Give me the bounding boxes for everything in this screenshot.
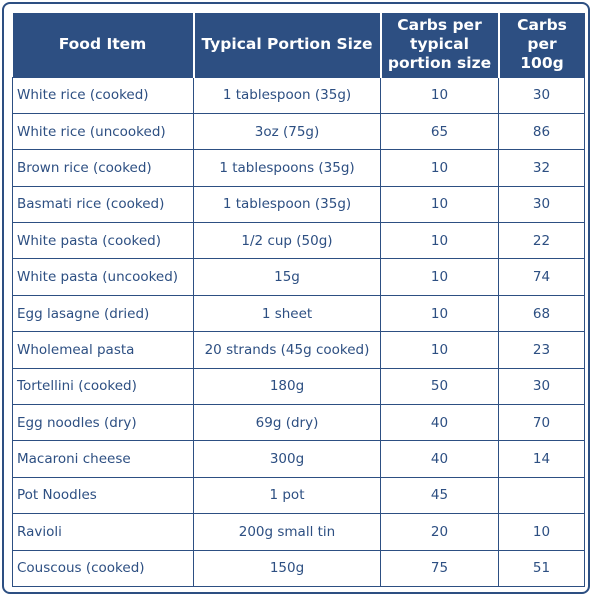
cell-carbs-per-portion: 40: [380, 440, 499, 478]
table-row: Couscous (cooked) 150g 75 51: [12, 549, 585, 587]
cell-carbs-per-portion: 10: [380, 222, 499, 260]
table-row: Egg lasagne (dried) 1 sheet 10 68: [12, 294, 585, 333]
table-row: Macaroni cheese 300g 40 14: [12, 440, 585, 478]
table-row: White pasta (cooked) 1/2 cup (50g) 10 22: [12, 222, 585, 260]
cell-food-item: White pasta (uncooked): [12, 258, 194, 296]
table-row: Ravioli 200g small tin 20 10: [12, 513, 585, 551]
cell-food-item: Ravioli: [12, 513, 194, 551]
cell-food-item: Pot Noodles: [12, 476, 194, 515]
cell-carbs-per-100g: 68: [498, 294, 585, 333]
table-row: Basmati rice (cooked) 1 tablespoon (35g) 1…: [12, 185, 585, 224]
cell-food-item: White rice (cooked): [12, 76, 194, 114]
cell-carbs-per-portion: 10: [380, 185, 499, 224]
cell-food-item: White rice (uncooked): [12, 112, 194, 151]
cell-carbs-per-portion: 40: [380, 404, 499, 442]
cell-carbs-per-100g: 74: [498, 258, 585, 296]
cell-food-item: Macaroni cheese: [12, 440, 194, 478]
cell-carbs-per-100g: 10: [498, 513, 585, 551]
cell-carbs-per-100g: 23: [498, 331, 585, 369]
cell-carbs-per-portion: 65: [380, 112, 499, 151]
table-row: White pasta (uncooked) 15g 10 74: [12, 258, 585, 296]
cell-portion-size: 69g (dry): [193, 404, 381, 442]
cell-portion-size: 300g: [193, 440, 381, 478]
cell-carbs-per-100g: 30: [498, 185, 585, 224]
cell-portion-size: 3oz (75g): [193, 112, 381, 151]
cell-carbs-per-100g: 30: [498, 76, 585, 114]
cell-food-item: Tortellini (cooked): [12, 367, 194, 406]
cell-food-item: Wholemeal pasta: [12, 331, 194, 369]
table-row: Egg noodles (dry) 69g (dry) 40 70: [12, 404, 585, 442]
cell-carbs-per-100g: 51: [498, 549, 585, 587]
cell-carbs-per-100g: 32: [498, 149, 585, 187]
cell-carbs-per-100g: 14: [498, 440, 585, 478]
cell-carbs-per-100g: 30: [498, 367, 585, 406]
cell-carbs-per-portion: 45: [380, 476, 499, 515]
table-header: Food Item Typical Portion Size Carbs per…: [12, 13, 585, 77]
cell-portion-size: 1/2 cup (50g): [193, 222, 381, 260]
cell-carbs-per-100g: 22: [498, 222, 585, 260]
cell-carbs-per-portion: 10: [380, 76, 499, 114]
cell-portion-size: 200g small tin: [193, 513, 381, 551]
cell-carbs-per-portion: 10: [380, 331, 499, 369]
cell-food-item: Egg lasagne (dried): [12, 294, 194, 333]
table-row: Brown rice (cooked) 1 tablespoons (35g) 10…: [12, 149, 585, 187]
cell-carbs-per-100g: 70: [498, 404, 585, 442]
cell-carbs-per-portion: 10: [380, 294, 499, 333]
cell-portion-size: 20 strands (45g cooked): [193, 331, 381, 369]
table-frame: [2, 2, 590, 594]
cell-carbs-per-100g: [498, 476, 585, 515]
header-food-item: Food Item: [12, 13, 194, 77]
header-carbs-per-100g: Carbs per 100g: [497, 13, 585, 77]
cell-portion-size: 15g: [193, 258, 381, 296]
table-row: Wholemeal pasta 20 strands (45g cooked) 10…: [12, 331, 585, 369]
table-row: White rice (cooked) 1 tablespoon (35g) 10 3…: [12, 76, 585, 114]
cell-carbs-per-portion: 75: [380, 549, 499, 587]
table-body: White rice (cooked) 1 tablespoon (35g) 10 3…: [12, 76, 585, 587]
cell-carbs-per-portion: 20: [380, 513, 499, 551]
cell-portion-size: 150g: [193, 549, 381, 587]
cell-portion-size: 1 pot: [193, 476, 381, 515]
carbs-table: Food Item Typical Portion Size Carbs per…: [12, 13, 585, 587]
cell-food-item: Basmati rice (cooked): [12, 185, 194, 224]
cell-portion-size: 1 sheet: [193, 294, 381, 333]
cell-carbs-per-100g: 86: [498, 112, 585, 151]
cell-carbs-per-portion: 10: [380, 149, 499, 187]
table-row: Pot Noodles 1 pot 45: [12, 476, 585, 515]
cell-food-item: Brown rice (cooked): [12, 149, 194, 187]
cell-portion-size: 1 tablespoons (35g): [193, 149, 381, 187]
table-row: Tortellini (cooked) 180g 50 30: [12, 367, 585, 406]
header-row: Food Item Typical Portion Size Carbs per…: [12, 13, 585, 77]
cell-carbs-per-portion: 50: [380, 367, 499, 406]
cell-portion-size: 1 tablespoon (35g): [193, 76, 381, 114]
cell-portion-size: 180g: [193, 367, 381, 406]
cell-carbs-per-portion: 10: [380, 258, 499, 296]
cell-portion-size: 1 tablespoon (35g): [193, 185, 381, 224]
header-carbs-per-portion: Carbs per typical portion size: [379, 13, 499, 77]
cell-food-item: White pasta (cooked): [12, 222, 194, 260]
cell-food-item: Couscous (cooked): [12, 549, 194, 587]
cell-food-item: Egg noodles (dry): [12, 404, 194, 442]
table-row: White rice (uncooked) 3oz (75g) 65 86: [12, 112, 585, 151]
header-typical-portion-size: Typical Portion Size: [192, 13, 381, 77]
